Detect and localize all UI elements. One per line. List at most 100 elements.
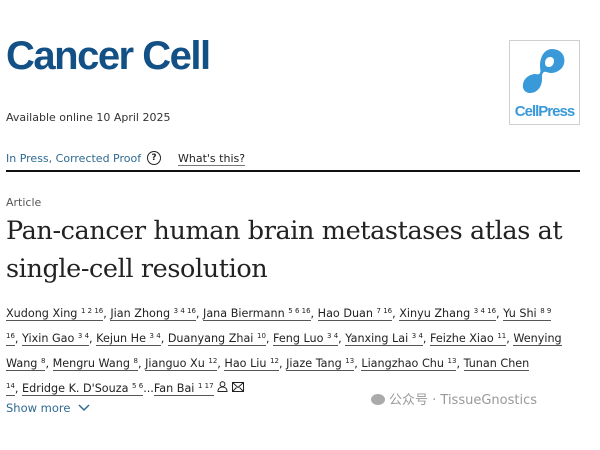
author-link[interactable]: Wenying Wang 8 xyxy=(6,332,562,371)
article-type: Article xyxy=(6,196,42,209)
author-affiliation: 3 4 16 xyxy=(473,307,497,315)
author-affiliation: 3 4 xyxy=(411,332,423,340)
article-title: Pan-cancer human brain metastases atlas … xyxy=(6,216,563,284)
watermark: 公众号 · TissueGnostics xyxy=(371,389,537,408)
author-affiliation: 8 9 16 xyxy=(6,307,552,340)
author-name: Yanxing Lai xyxy=(345,332,409,345)
author-affiliation: 13 xyxy=(345,357,355,365)
author-name: Mengru Wang xyxy=(52,357,130,370)
author-affiliation: 8 xyxy=(40,357,46,365)
author-link[interactable]: Tunan Chen 14 xyxy=(6,357,530,396)
author-affiliation: 5 6 16 xyxy=(288,307,311,315)
author-name: Jianguo Xu xyxy=(145,357,205,370)
author-affiliation: 14 xyxy=(6,382,15,390)
author-link[interactable]: Hao Liu 12 xyxy=(224,357,279,371)
author-affiliation: 3 4 16 xyxy=(173,307,196,315)
author-separator: , xyxy=(338,332,346,345)
author-separator: , xyxy=(160,332,168,345)
author-separator: , xyxy=(14,332,23,345)
person-icon[interactable] xyxy=(217,381,228,392)
author-link[interactable]: Feng Luo 3 4 xyxy=(273,332,339,346)
author-separator: , xyxy=(103,307,111,320)
author-name: Xudong Xing xyxy=(6,307,78,320)
author-link[interactable]: Liangzhao Chu 13 xyxy=(361,357,457,371)
author-affiliation: 5 6 xyxy=(132,382,144,390)
author-name: Kejun He xyxy=(96,332,146,345)
author-separator: , xyxy=(137,357,146,370)
author-link[interactable]: Jian Zhong 3 4 16 xyxy=(110,307,196,321)
cellpress-logo-icon xyxy=(522,49,565,93)
author-separator: , xyxy=(506,332,514,345)
author-affiliation: 1 17 xyxy=(197,382,214,390)
author-name: Duanyang Zhai xyxy=(167,332,254,345)
author-link[interactable]: Fan Bai 1 17 xyxy=(153,382,214,396)
author-link[interactable]: Duanyang Zhai 10 xyxy=(167,332,266,346)
author-link[interactable]: Xudong Xing 1 2 16 xyxy=(6,307,104,321)
author-separator: , xyxy=(392,307,400,320)
author-name: Hao Liu xyxy=(224,357,267,370)
available-online-date: Available online 10 April 2025 xyxy=(6,111,171,124)
author-link[interactable]: Xinyu Zhang 3 4 16 xyxy=(399,307,497,321)
author-separator: , xyxy=(45,357,53,370)
author-separator: ... xyxy=(143,382,154,395)
author-name: Tunan Chen xyxy=(463,357,530,370)
author-name: Xinyu Zhang xyxy=(399,307,471,320)
author-link[interactable]: Hao Duan 7 16 xyxy=(317,307,393,321)
author-affiliation: 10 xyxy=(256,332,266,340)
cellpress-logo-text: CellPress xyxy=(514,103,575,120)
corresponding-author-icons xyxy=(214,381,244,395)
author-name: Liangzhao Chu xyxy=(361,357,444,370)
watermark-text: 公众号 · TissueGnostics xyxy=(389,393,538,408)
author-link[interactable]: Yixin Gao 3 4 xyxy=(22,332,90,346)
author-link[interactable]: Jianguo Xu 12 xyxy=(145,357,218,371)
author-link[interactable]: Jiaze Tang 13 xyxy=(286,357,355,371)
author-link[interactable]: Feizhe Xiao 11 xyxy=(430,332,507,346)
author-separator: , xyxy=(195,307,204,320)
author-name: Yixin Gao xyxy=(22,332,75,345)
author-link[interactable]: Mengru Wang 8 xyxy=(52,357,138,371)
author-name: Hao Duan xyxy=(317,307,373,320)
email-icon[interactable] xyxy=(231,382,244,392)
in-press-status-link[interactable]: In Press, Corrected Proof xyxy=(6,152,142,165)
help-icon[interactable]: ? xyxy=(147,151,161,165)
author-name: Yu Shi xyxy=(503,307,537,320)
author-name: Feizhe Xiao xyxy=(430,332,494,345)
author-affiliation: 11 xyxy=(497,332,507,340)
author-separator: , xyxy=(496,307,504,320)
author-name: Jana Biermann xyxy=(203,307,285,320)
author-separator: , xyxy=(265,332,274,345)
author-name: Fan Bai xyxy=(153,382,195,395)
author-affiliation: 3 4 xyxy=(77,332,90,340)
author-separator: , xyxy=(89,332,97,345)
author-name: Jiaze Tang xyxy=(286,357,342,370)
cellpress-logo[interactable]: CellPress xyxy=(509,40,580,125)
author-affiliation: 13 xyxy=(447,357,457,365)
author-name: Jian Zhong xyxy=(110,307,171,320)
author-separator: , xyxy=(14,382,23,395)
show-more-button[interactable]: Show more xyxy=(6,401,90,415)
author-affiliation: 7 16 xyxy=(376,307,393,315)
author-link[interactable]: Jana Biermann 5 6 16 xyxy=(203,307,311,321)
author-link[interactable]: Yanxing Lai 3 4 xyxy=(345,332,423,346)
author-separator: , xyxy=(217,357,225,370)
author-affiliation: 12 xyxy=(270,357,279,365)
author-affiliation: 8 xyxy=(133,357,138,365)
author-affiliation: 3 4 xyxy=(327,332,339,340)
journal-title[interactable]: Cancer Cell xyxy=(6,34,211,78)
show-more-label: Show more xyxy=(6,401,71,415)
author-name: Edridge K. D'Souza xyxy=(22,382,129,395)
author-name: Wenying Wang xyxy=(6,332,562,370)
author-separator: , xyxy=(310,307,318,320)
author-link[interactable]: Kejun He 3 4 xyxy=(96,332,161,346)
whats-this-link[interactable]: What's this? xyxy=(178,152,246,166)
author-separator: , xyxy=(354,357,362,370)
author-separator: , xyxy=(422,332,431,345)
divider xyxy=(6,170,580,172)
author-affiliation: 3 4 xyxy=(149,332,161,340)
wechat-icon xyxy=(371,394,385,405)
author-link[interactable]: Yu Shi 8 9 16 xyxy=(6,307,552,346)
author-affiliation: 1 2 16 xyxy=(80,307,104,315)
author-link[interactable]: Edridge K. D'Souza 5 6 xyxy=(22,382,144,396)
author-separator: , xyxy=(279,357,287,370)
author-list: Xudong Xing 1 2 16, Jian Zhong 3 4 16, J… xyxy=(6,300,566,400)
